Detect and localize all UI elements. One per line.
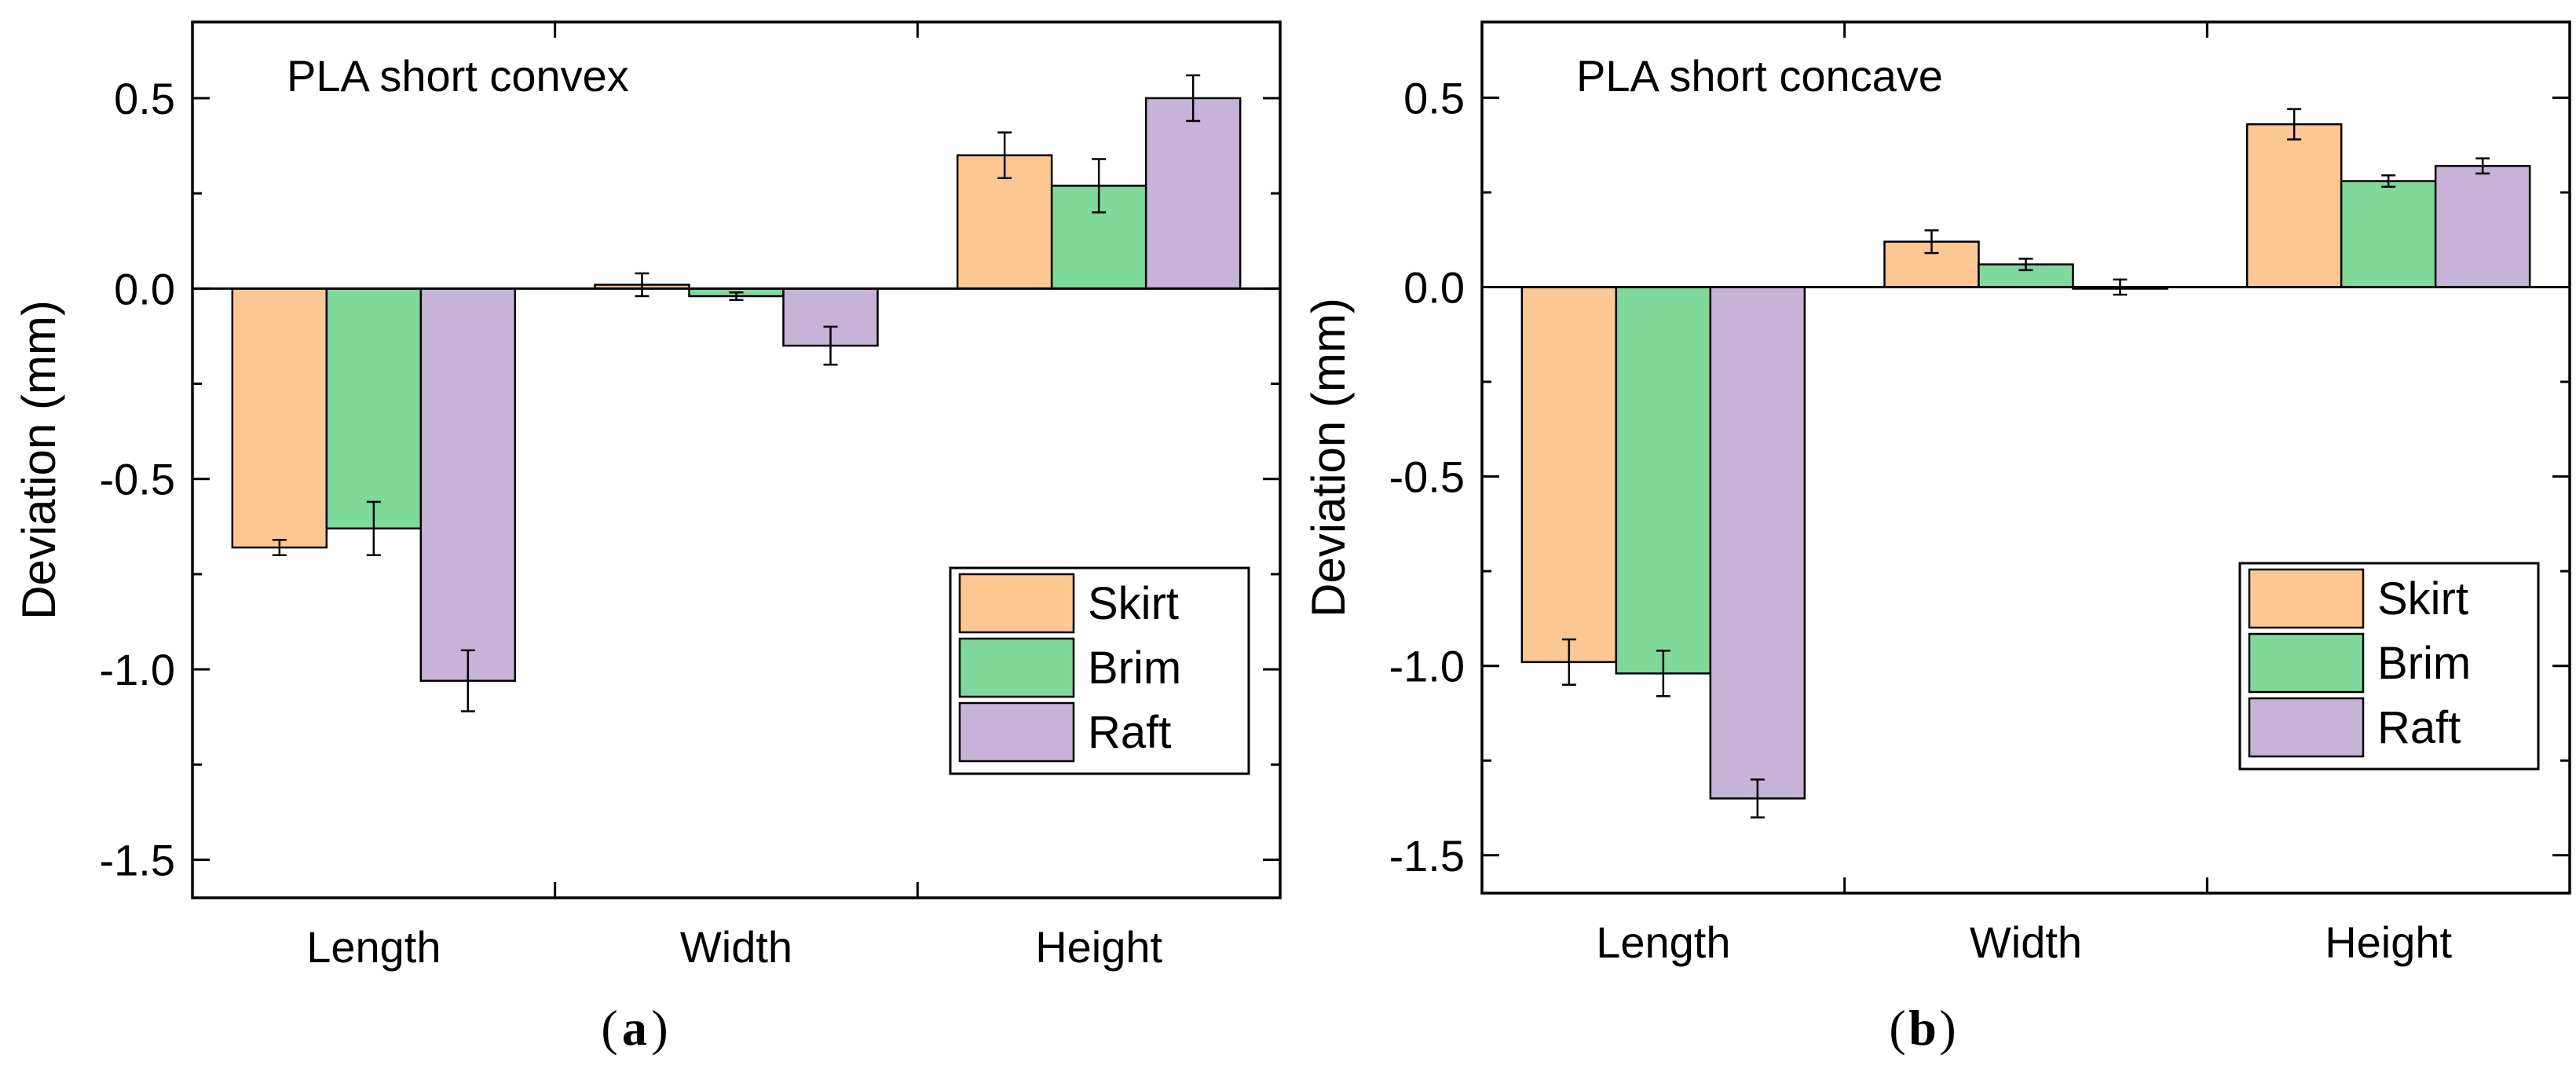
legend-swatch-raft	[958, 701, 1075, 763]
chart-panel-b: 0.5 0.0 -0.5 -1.0 -1.5 Length Width Height Devia…	[1302, 20, 2571, 1056]
legend-swatch-skirt	[2248, 568, 2365, 629]
error-bar-skirt-length	[272, 539, 287, 556]
error-bar-raft-width	[823, 325, 838, 366]
y-axis-label: Deviation (mm)	[1302, 298, 1355, 617]
error-bar-raft-length	[460, 649, 475, 712]
x-tick-label: Width	[1970, 917, 2082, 967]
bar-raft-length	[419, 287, 517, 682]
chart-panel-a: 0.5 0.0 -0.5 -1.0 -1.5 Length Width Height Devia…	[13, 20, 1282, 1056]
x-tick-label: Height	[2325, 917, 2452, 967]
y-tick-label: -0.5	[1389, 452, 1465, 502]
bar-brim-height	[2340, 180, 2437, 288]
error-bar-brim-length	[366, 500, 381, 556]
bar-raft-height	[1144, 97, 1242, 290]
x-tick-label: Length	[1596, 917, 1730, 967]
legend-swatch-brim	[958, 637, 1075, 698]
y-tick-label: -1.0	[1389, 642, 1465, 691]
error-bar-brim-width	[2018, 258, 2033, 272]
error-bar-skirt-length	[1561, 638, 1576, 687]
error-bar-skirt-height	[997, 131, 1012, 180]
plot-frame	[191, 20, 1282, 899]
error-bar-raft-height	[2475, 157, 2490, 175]
x-tick-label: Height	[1035, 922, 1162, 972]
x-tick-label: Length	[306, 922, 441, 972]
bar-brim-length	[325, 287, 423, 530]
legend-label-raft: Raft	[2377, 702, 2461, 753]
legend-swatch-skirt	[958, 573, 1075, 634]
y-tick-label: -1.0	[100, 645, 176, 694]
y-tick-label: 0.5	[114, 74, 175, 123]
x-tick-label: Width	[680, 922, 792, 972]
legend-label-raft: Raft	[1088, 707, 1171, 758]
y-tick-label: 0.0	[114, 264, 175, 313]
bar-raft-height	[2434, 164, 2531, 288]
bar-skirt-length	[1520, 286, 1618, 664]
legend-swatch-raft	[2248, 697, 2365, 758]
caption-open-paren: (	[601, 1000, 617, 1056]
caption-open-paren: (	[1889, 1000, 1905, 1056]
y-axis-label: Deviation (mm)	[13, 300, 65, 620]
panel-caption: (a)	[601, 1000, 668, 1056]
legend-swatch-brim	[2248, 632, 2365, 694]
error-bar-brim-length	[1656, 650, 1670, 698]
y-tick-label: -1.5	[100, 836, 176, 885]
y-tick-label: 0.0	[1403, 263, 1465, 313]
bar-raft-length	[1709, 286, 1806, 800]
error-bar-brim-width	[729, 291, 744, 302]
error-bar-raft-length	[1750, 778, 1765, 818]
caption-close-paren: )	[1939, 1000, 1956, 1056]
error-bar-brim-height	[1092, 158, 1107, 214]
y-tick-label: -0.5	[100, 455, 176, 504]
error-bar-brim-height	[2381, 174, 2396, 188]
bar-skirt-length	[231, 287, 328, 549]
error-bar-skirt-height	[2287, 108, 2302, 141]
chart-title: PLA short concave	[1576, 51, 1943, 101]
caption-letter: b	[1908, 1000, 1937, 1056]
bar-skirt-height	[2245, 123, 2343, 288]
chart-title: PLA short convex	[287, 51, 629, 101]
legend-label-brim: Brim	[2377, 638, 2471, 689]
error-bar-skirt-width	[635, 272, 649, 298]
y-tick-label: -1.5	[1389, 831, 1465, 881]
error-bar-skirt-width	[1924, 229, 1939, 255]
legend: Skirt Brim Raft	[949, 566, 1250, 775]
caption-close-paren: )	[651, 1000, 668, 1056]
caption-letter: a	[622, 1000, 647, 1056]
legend-label-brim: Brim	[1088, 643, 1181, 694]
bar-brim-length	[1615, 286, 1712, 675]
error-bar-raft-height	[1186, 74, 1201, 123]
legend-label-skirt: Skirt	[2377, 573, 2468, 624]
legend: Skirt Brim Raft	[2238, 562, 2540, 771]
y-tick-label: 0.5	[1403, 73, 1465, 123]
legend-label-skirt: Skirt	[1088, 578, 1179, 629]
plot-frame	[1480, 20, 2571, 895]
panel-caption: (b)	[1889, 1000, 1956, 1056]
